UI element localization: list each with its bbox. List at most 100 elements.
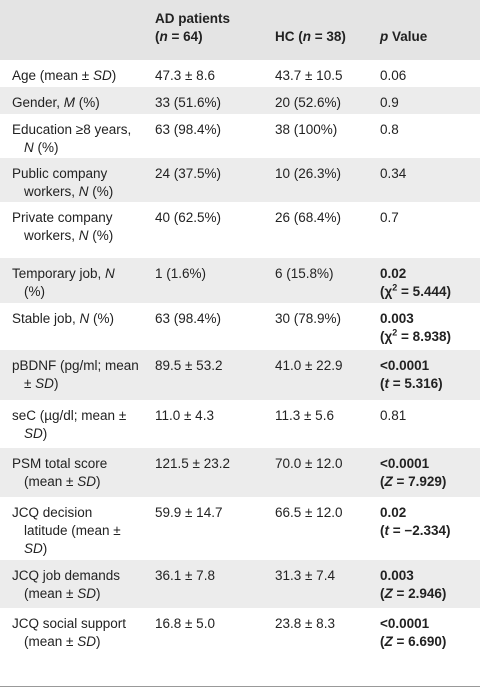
- ad-value: 121.5 ± 23.2: [155, 456, 230, 471]
- header-text: n: [159, 29, 168, 44]
- label-text: ): [53, 376, 59, 391]
- ad-value: 89.5 ± 53.2: [155, 358, 223, 373]
- row-label: Private company workers, N (%): [0, 202, 143, 258]
- row-label: Age (mean ± SD): [0, 60, 143, 87]
- row-label: PSM total score (mean ± SD): [0, 448, 143, 497]
- p-stat-text: t: [384, 523, 390, 538]
- p-stat-text: = 8.938): [397, 329, 451, 344]
- label-text: N: [78, 184, 89, 199]
- hc-value: 10 (26.3%): [275, 166, 342, 181]
- header-text: = 64): [167, 29, 203, 44]
- p-value: 0.81: [368, 400, 480, 448]
- p-stat: (t = 5.316): [380, 375, 476, 393]
- header-text: AD patients: [155, 11, 231, 26]
- header-text: = 38): [311, 29, 346, 44]
- row-label: Gender, M (%): [0, 87, 143, 114]
- table-row: Temporary job, N (%) 1 (1.6%) 6 (15.8%) 0.0…: [0, 258, 480, 303]
- ad-value: 63 (98.4%): [155, 122, 222, 137]
- p-text: 0.81: [380, 408, 407, 423]
- header-row: AD patients (n = 64) HC (n = 38) p Value: [0, 0, 480, 60]
- ad-value: 11.0 ± 4.3: [155, 408, 214, 423]
- hc-value: 30 (78.9%): [275, 311, 342, 326]
- row-label: JCQ job demands (mean ± SD): [0, 560, 143, 608]
- table-row: JCQ social support (mean ± SD) 16.8 ± 5.0…: [0, 608, 480, 686]
- p-stat-text: = 5.316): [389, 376, 443, 391]
- p-text: <0.0001: [380, 456, 430, 471]
- row-label: Temporary job, N (%): [0, 258, 143, 303]
- header-text: n: [302, 29, 311, 44]
- p-text: <0.0001: [380, 358, 430, 373]
- p-value: 0.02 (t = −2.334): [368, 497, 480, 560]
- header-cell: AD patients (n = 64): [143, 0, 263, 60]
- label-text: N: [79, 311, 90, 326]
- table-row: Public company workers, N (%) 24 (37.5%) 1…: [0, 158, 480, 202]
- label-text: (%): [33, 140, 59, 155]
- header-text: Value: [388, 29, 428, 44]
- p-text: 0.7: [380, 210, 399, 225]
- label-text: pBDNF (pg/ml; mean ±: [12, 358, 139, 391]
- row-label: Stable job, N (%): [0, 303, 143, 350]
- label-text: Temporary job,: [12, 266, 106, 281]
- p-stat-text: = 7.929): [392, 474, 447, 489]
- p-value: 0.7: [368, 202, 480, 258]
- label-text: JCQ job demands (mean ±: [12, 568, 121, 601]
- hc-value: 23.8 ± 8.3: [275, 616, 335, 631]
- label-text: PSM total score (mean ±: [12, 456, 108, 489]
- label-text: ): [42, 426, 48, 441]
- hc-value: 43.7 ± 10.5: [275, 68, 343, 83]
- table-row: Education ≥8 years, N (%) 63 (98.4%) 38 (1…: [0, 114, 480, 158]
- p-stat: (Z = 2.946): [380, 585, 476, 603]
- p-text: 0.003: [380, 568, 414, 583]
- label-text: ): [95, 634, 101, 649]
- row-label: Education ≥8 years, N (%): [0, 114, 143, 158]
- table-row: PSM total score (mean ± SD) 121.5 ± 23.2 7…: [0, 448, 480, 497]
- label-text: ): [111, 68, 117, 83]
- p-value: 0.02 (χ2 = 5.444): [368, 258, 480, 303]
- label-text: (%): [88, 184, 114, 199]
- label-text: seC (µg/dl; mean ±: [12, 408, 127, 423]
- hc-value: 26 (68.4%): [275, 210, 342, 225]
- p-value: <0.0001 (Z = 7.929): [368, 448, 480, 497]
- p-stat-text: = 2.946): [392, 586, 447, 601]
- hc-value: 20 (52.6%): [275, 95, 342, 110]
- p-text: 0.02: [380, 505, 407, 520]
- label-text: ): [95, 474, 101, 489]
- label-text: N: [78, 228, 89, 243]
- p-value: <0.0001 (t = 5.316): [368, 350, 480, 400]
- table-body: Age (mean ± SD) 47.3 ± 8.6 43.7 ± 10.5 0.06…: [0, 60, 480, 686]
- label-text: JCQ social support (mean ±: [12, 616, 127, 649]
- p-text: <0.0001: [380, 616, 430, 631]
- label-text: Gender,: [12, 95, 64, 110]
- header-text: HC (: [275, 29, 303, 44]
- ad-value: 63 (98.4%): [155, 311, 222, 326]
- hc-value: 41.0 ± 22.9: [275, 358, 343, 373]
- p-stat: (χ2 = 5.444): [380, 283, 476, 301]
- p-stat-text: = 5.444): [397, 284, 451, 299]
- header-text: p: [380, 29, 389, 44]
- label-text: JCQ decision latitude (mean ±: [12, 505, 121, 538]
- row-label: seC (µg/dl; mean ± SD): [0, 400, 143, 448]
- label-text: ): [42, 541, 48, 556]
- p-stat-text: (: [380, 634, 385, 649]
- p-stat-text: (: [380, 586, 385, 601]
- p-stat-text: (χ: [380, 329, 393, 344]
- label-text: M: [63, 95, 76, 110]
- table-row: Private company workers, N (%) 40 (62.5%)…: [0, 202, 480, 258]
- p-value: <0.0001 (Z = 6.690): [368, 608, 480, 686]
- row-label: pBDNF (pg/ml; mean ± SD): [0, 350, 143, 400]
- row-label: JCQ decision latitude (mean ± SD): [0, 497, 143, 560]
- label-text: Education ≥8 years,: [12, 122, 132, 137]
- p-stat-text: Z: [384, 474, 393, 489]
- label-text: N: [24, 140, 34, 155]
- ad-value: 36.1 ± 7.8: [155, 568, 215, 583]
- row-label: JCQ social support (mean ± SD): [0, 608, 143, 686]
- hc-value: 38 (100%): [275, 122, 338, 137]
- ad-value: 24 (37.5%): [155, 166, 222, 181]
- label-text: Stable job,: [12, 311, 80, 326]
- table-row: pBDNF (pg/ml; mean ± SD) 89.5 ± 53.2 41.0 …: [0, 350, 480, 400]
- header-cell: p Value: [368, 0, 480, 60]
- label-text: Age (mean ±: [12, 68, 93, 83]
- p-text: 0.34: [380, 166, 407, 181]
